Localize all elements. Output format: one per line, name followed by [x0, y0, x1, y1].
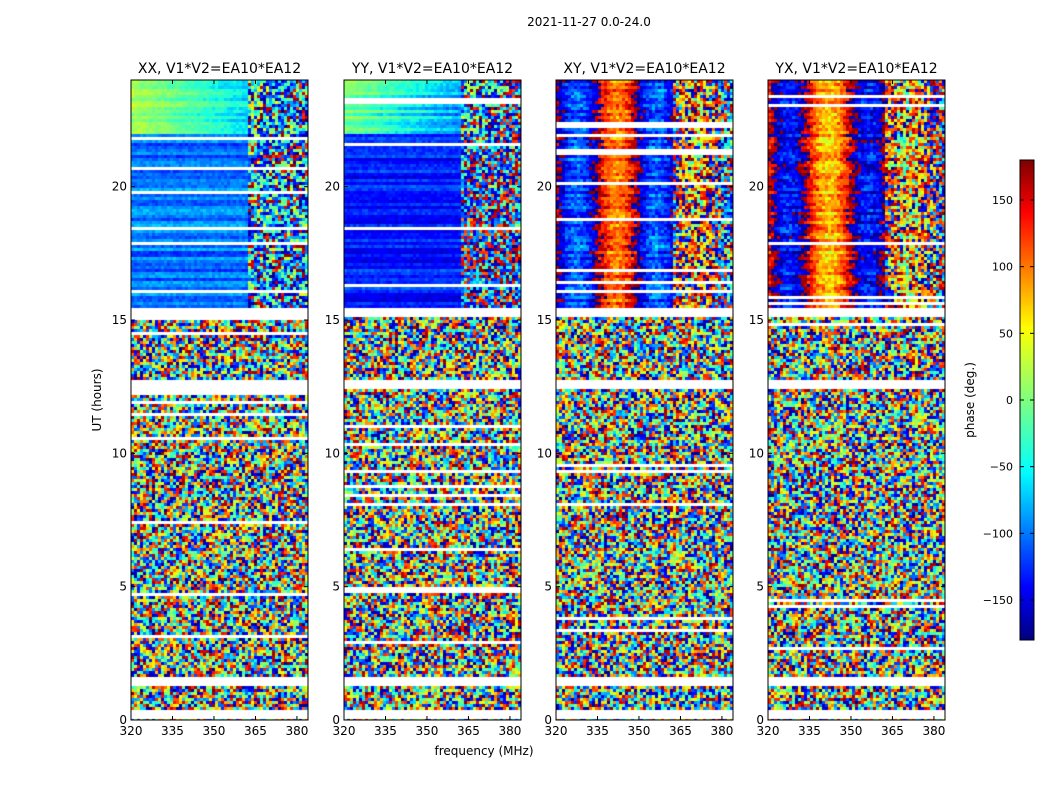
x-tick-label: 335	[374, 724, 397, 738]
x-axis-label: frequency (MHz)	[434, 744, 533, 758]
x-tick-label: 380	[710, 724, 733, 738]
panel-title-yy: YY, V1*V2=EA10*EA12	[351, 61, 513, 77]
x-tick-label: 350	[203, 724, 226, 738]
heatmap-yx	[768, 80, 945, 720]
y-tick-label: 5	[756, 580, 764, 594]
panel-xx: XX, V1*V2=EA10*EA12 320 335 350 365 380 0 5 10 15…	[112, 61, 309, 738]
panel-yx: YX, V1*V2=EA10*EA12 320 335 350 365 380 0 5 10 15…	[749, 61, 946, 738]
panel-title-xx: XX, V1*V2=EA10*EA12	[138, 61, 301, 77]
y-tick-label: 15	[112, 313, 127, 327]
x-tick-label: 365	[457, 724, 480, 738]
x-tick-label: 320	[757, 724, 780, 738]
heatmap-yy	[344, 80, 521, 720]
y-tick-label: 20	[112, 180, 127, 194]
y-tick-label: 15	[749, 313, 764, 327]
x-tick-label: 335	[798, 724, 821, 738]
x-tick-label: 335	[586, 724, 609, 738]
colorbar-tick-label: 100	[992, 261, 1013, 274]
x-tick-label: 320	[120, 724, 143, 738]
heatmap-xy	[556, 80, 733, 720]
x-tick-label: 350	[416, 724, 439, 738]
panel-title-yx: YX, V1*V2=EA10*EA12	[774, 61, 937, 77]
panel-frame	[343, 79, 522, 721]
colorbar-tick-label: 150	[992, 194, 1013, 207]
y-tick-label: 5	[119, 580, 127, 594]
y-tick-label: 10	[749, 446, 764, 460]
colorbar-tick-label: −50	[990, 461, 1013, 474]
y-tick-label: 15	[537, 313, 552, 327]
panel-frame	[767, 79, 946, 721]
y-tick-label: 20	[749, 180, 764, 194]
panel-frame	[555, 79, 734, 721]
y-axis-label: UT (hours)	[90, 368, 104, 431]
x-tick-label: 365	[244, 724, 267, 738]
y-tick-label: 0	[544, 713, 552, 727]
heatmap-xx	[131, 80, 308, 720]
x-tick-label: 320	[545, 724, 568, 738]
colorbar-tick-label: 50	[999, 327, 1013, 340]
panel-frame	[130, 79, 309, 721]
x-tick-label: 335	[161, 724, 184, 738]
panel-yy: YY, V1*V2=EA10*EA12 320 335 350 365 380 0 5 10 15…	[325, 61, 522, 738]
y-tick-label: 20	[325, 180, 340, 194]
x-tick-label: 350	[840, 724, 863, 738]
y-tick-label: 10	[112, 446, 127, 460]
x-tick-label: 365	[881, 724, 904, 738]
y-tick-label: 0	[756, 713, 764, 727]
colorbar: −150 −100 −50 0 50 100 150 phase (deg.)	[963, 159, 1035, 641]
x-tick-label: 380	[922, 724, 945, 738]
x-tick-label: 365	[669, 724, 692, 738]
panels: XX, V1*V2=EA10*EA12 320 335 350 365 380 0 5 10 15…	[112, 61, 946, 738]
y-tick-label: 20	[537, 180, 552, 194]
y-tick-label: 0	[119, 713, 127, 727]
x-tick-label: 380	[498, 724, 521, 738]
y-tick-label: 5	[544, 580, 552, 594]
colorbar-tick-label: −150	[983, 594, 1013, 607]
y-tick-label: 10	[537, 446, 552, 460]
colorbar-label: phase (deg.)	[963, 362, 977, 438]
y-tick-label: 10	[325, 446, 340, 460]
x-tick-label: 350	[628, 724, 651, 738]
colorbar-tick-label: 0	[1006, 394, 1013, 407]
y-tick-label: 5	[332, 580, 340, 594]
x-tick-label: 380	[285, 724, 308, 738]
panel-title-xy: XY, V1*V2=EA10*EA12	[563, 61, 725, 77]
panel-xy: XY, V1*V2=EA10*EA12 320 335 350 365 380 0 5 10 15…	[537, 61, 734, 738]
colorbar-tick-label: −100	[983, 527, 1013, 540]
y-tick-label: 15	[325, 313, 340, 327]
y-tick-label: 0	[332, 713, 340, 727]
figure-title: 2021-11-27 0.0-24.0	[527, 15, 651, 29]
x-tick-label: 320	[333, 724, 356, 738]
